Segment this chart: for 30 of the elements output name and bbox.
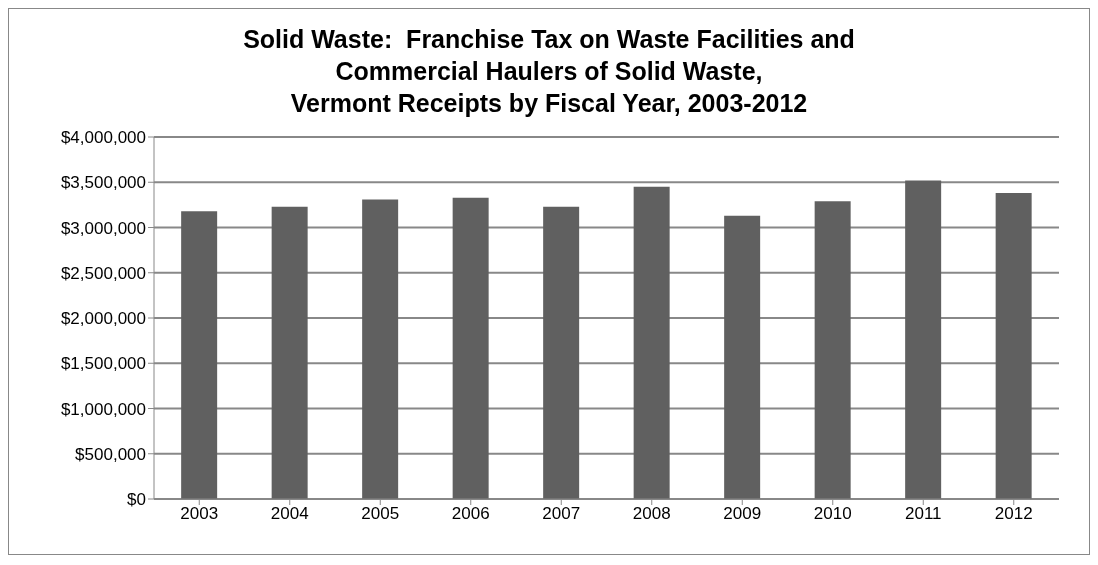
bar <box>271 206 308 499</box>
y-tick-label: $1,000,000 <box>60 399 146 419</box>
x-tick-label: 2006 <box>451 504 490 524</box>
x-tick-label: 2009 <box>723 504 762 524</box>
bar <box>543 206 580 499</box>
bar <box>724 215 761 499</box>
bar <box>905 180 942 499</box>
bar <box>181 211 218 499</box>
x-tick-label: 2005 <box>361 504 400 524</box>
bar <box>452 197 489 499</box>
y-tick-label: $500,000 <box>75 444 146 464</box>
x-tick-label: 2011 <box>904 504 942 524</box>
bar <box>814 201 851 499</box>
bar <box>362 199 399 499</box>
y-tick-label: $3,500,000 <box>60 173 146 193</box>
x-tick-label: 2010 <box>813 504 852 524</box>
x-tick-label: 2012 <box>994 504 1033 524</box>
chart-title: Solid Waste: Franchise Tax on Waste Facilities and Commercial Haulers of Solid Waste, Vermont Receipts by Fiscal Year, 2003-2012 <box>242 24 856 119</box>
bar <box>633 186 670 499</box>
y-tick-label: $2,500,000 <box>60 263 146 283</box>
y-tick-label: $1,500,000 <box>60 354 146 374</box>
x-tick-label: 2004 <box>270 504 309 524</box>
y-tick-label: $3,000,000 <box>60 218 146 238</box>
x-tick-label: 2003 <box>180 504 219 524</box>
y-tick-label: $4,000,000 <box>60 128 146 148</box>
x-tick-label: 2007 <box>542 504 581 524</box>
y-tick-label: $2,000,000 <box>60 309 146 329</box>
bar <box>995 193 1032 499</box>
x-tick-label: 2008 <box>632 504 671 524</box>
y-tick-label: $0 <box>127 490 146 510</box>
